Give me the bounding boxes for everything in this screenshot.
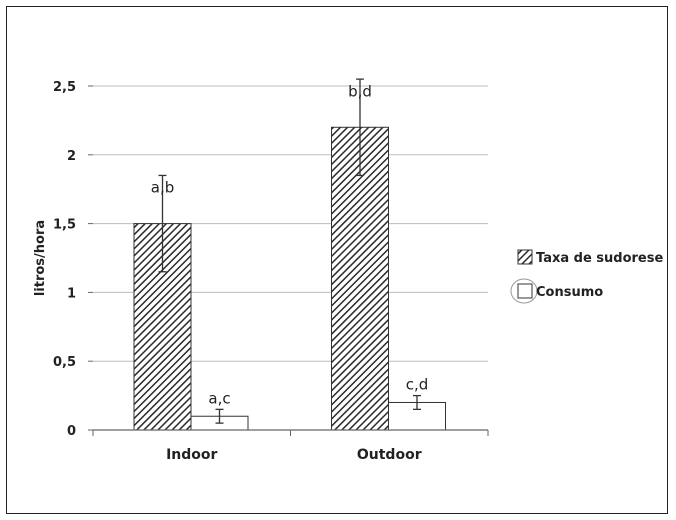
error-bars (158, 78, 421, 424)
x-tick-label: Indoor (166, 447, 217, 463)
x-tick-label: Outdoor (357, 447, 422, 463)
legend-label-consumo: Consumo (536, 285, 603, 300)
data-label: b,d (348, 82, 372, 100)
data-label: c,d (406, 376, 429, 394)
legend-swatch-circle-mark (510, 278, 538, 304)
x-axis-categories: Indoor Outdoor (92, 430, 489, 463)
y-tick-label: 1 (67, 286, 76, 301)
y-axis-label: litros/hora (33, 220, 48, 296)
bar-taxa-de-sudorese-outdoor (331, 126, 389, 431)
y-tick-label: 0,5 (53, 355, 76, 370)
data-label: a,c (208, 389, 230, 407)
y-tick-label: 0 (67, 424, 76, 439)
legend-swatch-taxa-de-sudorese (517, 249, 533, 265)
y-axis-ticks: 0 0,5 1 1,5 2 2,5 (53, 80, 76, 439)
legend-label-taxa-de-sudorese: Taxa de sudorese (536, 251, 663, 266)
legend: Taxa de sudorese Consumo (510, 249, 663, 304)
y-tick-label: 1,5 (53, 218, 76, 233)
data-label: a,b (151, 179, 174, 197)
y-tick-label: 2,5 (53, 80, 76, 95)
y-tick-label: 2 (67, 149, 76, 164)
legend-swatch-consumo (517, 283, 533, 299)
bars (133, 126, 446, 431)
data-labels: a,b a,c b,d c,d (151, 82, 429, 407)
